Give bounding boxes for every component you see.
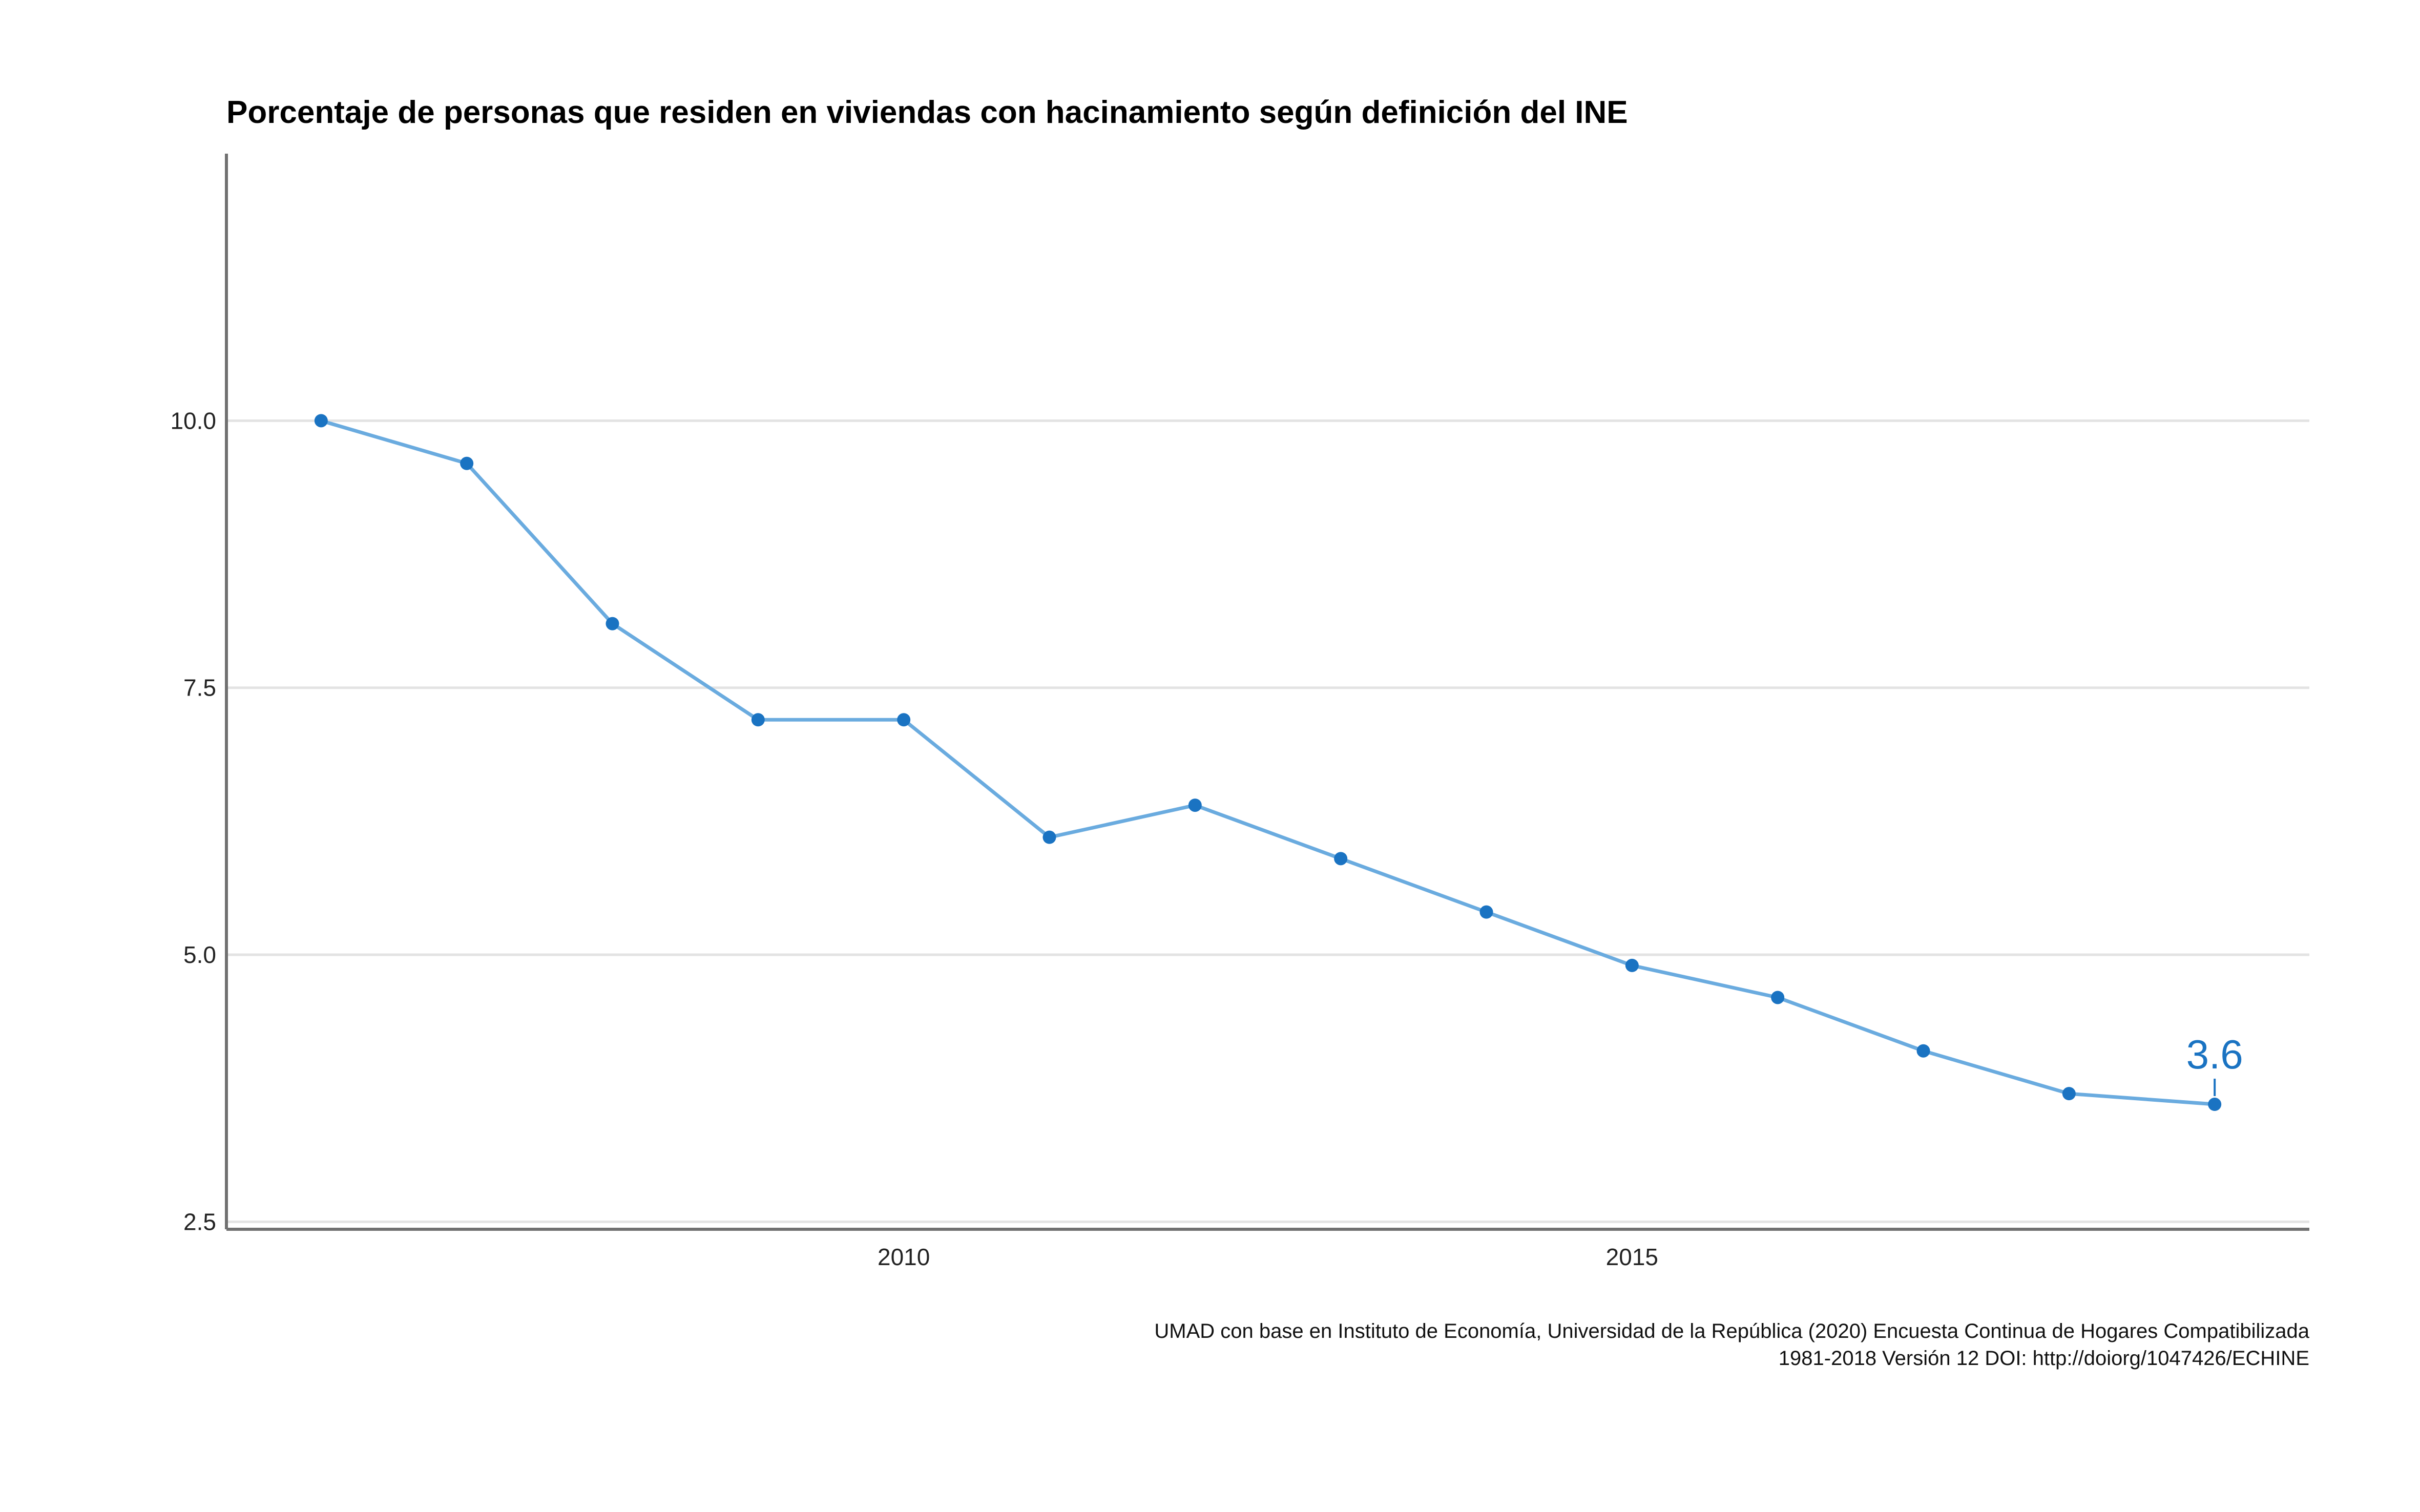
data-point <box>1479 905 1493 919</box>
data-point <box>1771 991 1785 1004</box>
annotation-label: 3.6 <box>2186 1032 2243 1077</box>
data-point <box>460 456 474 470</box>
y-tick-label: 10.0 <box>170 407 216 434</box>
y-axis-tick-labels: 2.5 5.0 7.5 10.0 <box>170 407 216 1235</box>
grid-lines <box>226 419 2309 1223</box>
data-point <box>314 414 328 428</box>
chart-title: Porcentaje de personas que residen en vi… <box>226 95 1628 130</box>
data-point <box>606 617 619 631</box>
caption-line-1: UMAD con base en Instituto de Economía, … <box>1154 1320 2309 1342</box>
data-point <box>1042 830 1056 844</box>
caption-line-2: 1981-2018 Versión 12 DOI: http://doiorg/… <box>1779 1347 2309 1370</box>
y-tick-label: 5.0 <box>183 941 216 968</box>
series-line <box>319 418 2217 1106</box>
data-point <box>897 713 911 727</box>
data-point <box>1334 852 1348 866</box>
x-axis-tick-labels: 2010 2015 <box>878 1244 1658 1270</box>
data-point <box>751 713 765 727</box>
data-point <box>2062 1087 2076 1101</box>
x-tick-label: 2010 <box>878 1244 930 1270</box>
data-point <box>1916 1044 1930 1058</box>
annotation-layer: 3.6 <box>2186 1032 2243 1097</box>
x-tick-label: 2015 <box>1606 1244 1658 1270</box>
data-point <box>2208 1098 2222 1111</box>
data-point <box>1625 958 1639 972</box>
y-tick-label: 2.5 <box>183 1208 216 1235</box>
y-tick-label: 7.5 <box>183 675 216 701</box>
data-point <box>1188 799 1202 812</box>
series-layer <box>314 414 2222 1111</box>
